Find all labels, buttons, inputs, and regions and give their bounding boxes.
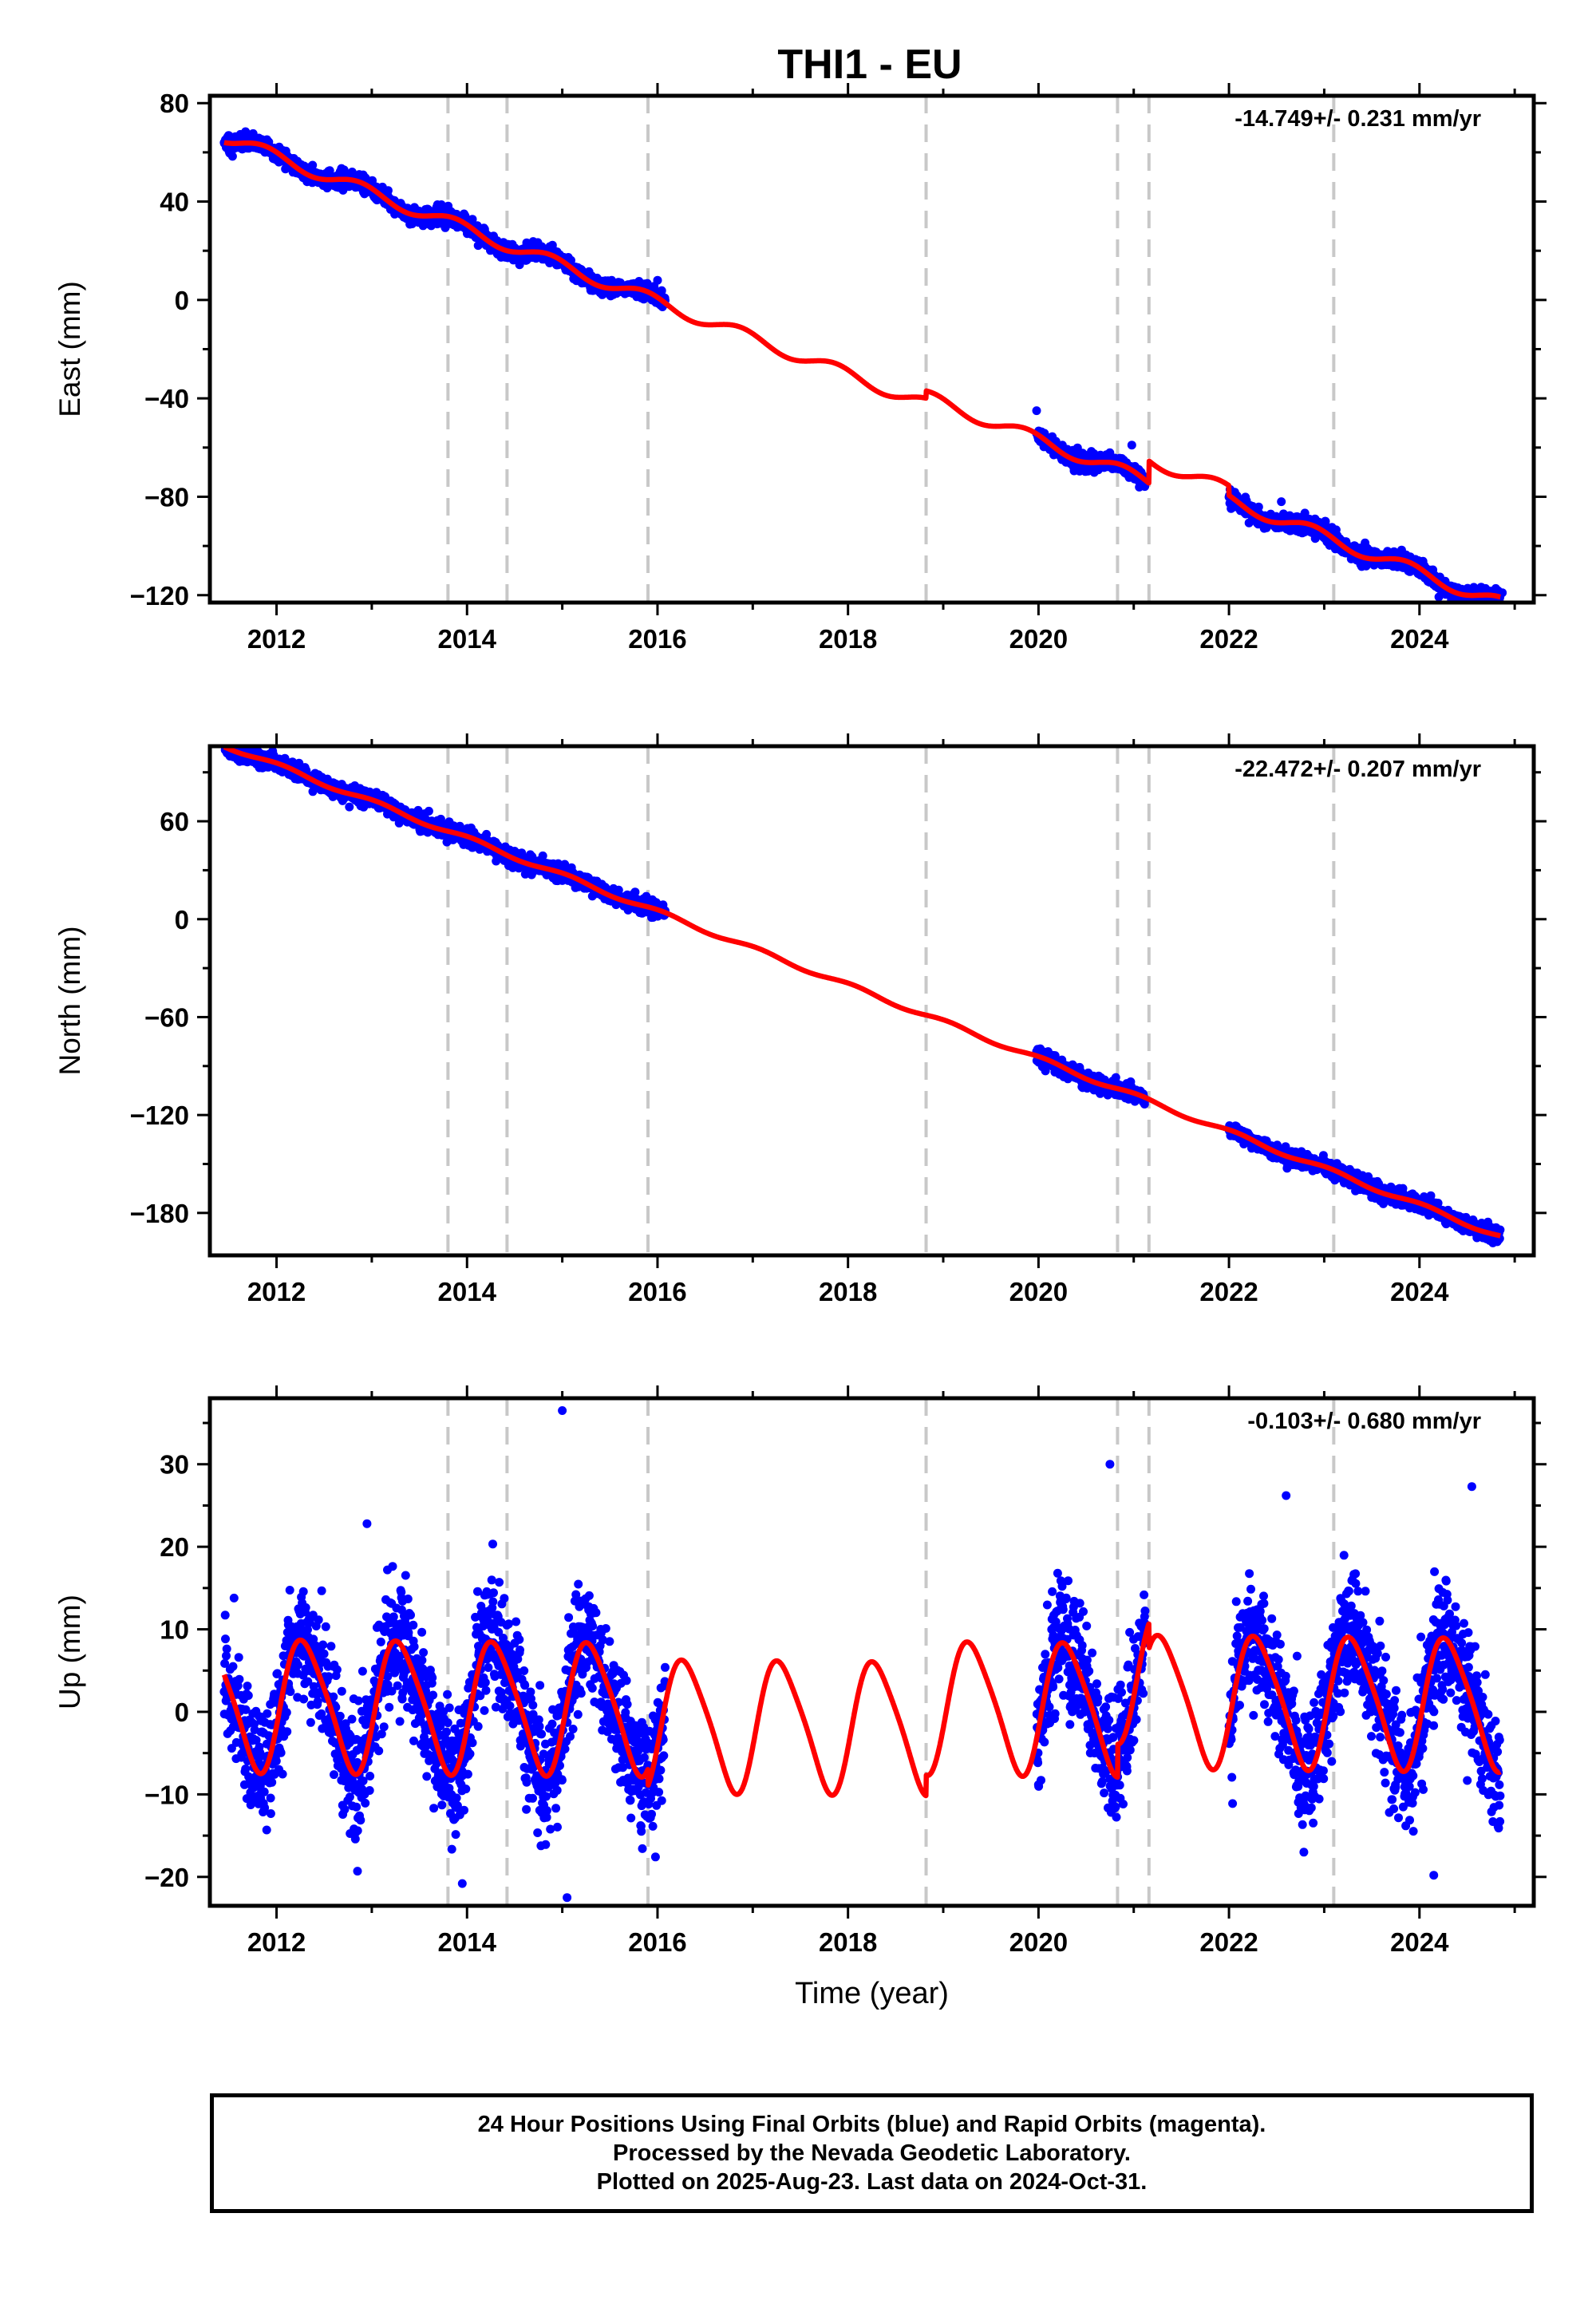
east-point bbox=[308, 160, 318, 170]
east-x-tick-label: 2018 bbox=[819, 624, 877, 654]
east-y-tick-label: −120 bbox=[130, 581, 189, 611]
east-point bbox=[1127, 441, 1136, 450]
east-x-tick-label: 2024 bbox=[1390, 624, 1449, 654]
east-positions bbox=[219, 127, 1507, 603]
east-point bbox=[468, 215, 477, 224]
east-point bbox=[437, 200, 446, 209]
north-positions bbox=[219, 736, 1505, 1247]
east-y-tick-label: 80 bbox=[160, 89, 189, 118]
north-point bbox=[219, 736, 228, 745]
east-point bbox=[383, 186, 393, 196]
east-point bbox=[653, 275, 662, 285]
north-point bbox=[345, 802, 354, 812]
north-point bbox=[424, 806, 433, 816]
east-x-tick-label: 2012 bbox=[247, 624, 306, 654]
east-x-tick-label: 2022 bbox=[1199, 624, 1258, 654]
chart-title: THI1 - EU bbox=[777, 41, 962, 88]
east-x-tick-label: 2014 bbox=[438, 624, 497, 654]
east-rate-annotation: -14.749+/- 0.231 mm/yr bbox=[1235, 106, 1481, 132]
east-y-axis-label: East (mm) bbox=[53, 281, 86, 417]
east-y-tick-label: 40 bbox=[160, 188, 189, 217]
east-point bbox=[1277, 497, 1286, 507]
east-y-tick-label: −40 bbox=[144, 384, 189, 413]
east-y-tick-label: −80 bbox=[144, 482, 189, 512]
east-x-tick-label: 2016 bbox=[628, 624, 686, 654]
east-point bbox=[1032, 406, 1041, 416]
east-point bbox=[227, 152, 237, 161]
east-x-tick-label: 2020 bbox=[1009, 624, 1068, 654]
north-panel: 2012 2014 2016 2018 2020 2022 2024600−60−120−1… bbox=[53, 733, 1547, 1306]
east-y-tick-label: 0 bbox=[175, 286, 189, 315]
east-panel: 2012 2014 2016 2018 2020 2022 2024 80 40 0 −40 −80 −… bbox=[53, 83, 1547, 654]
